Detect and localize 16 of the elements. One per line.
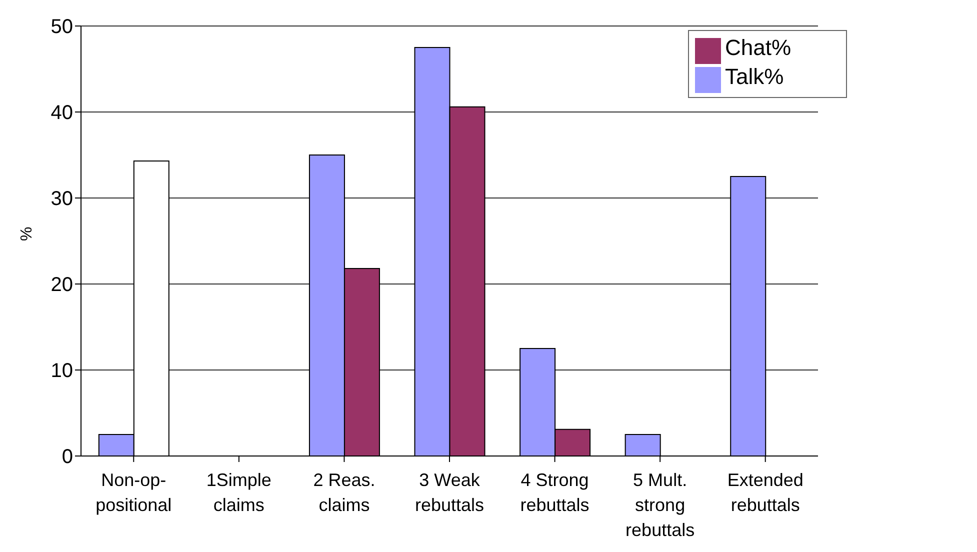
x-tick-label: 4 Strong rebuttals bbox=[520, 470, 590, 515]
y-tick-label: 30 bbox=[50, 188, 73, 210]
x-tick-label: 1Simple claims bbox=[206, 470, 272, 515]
y-tick-label: 50 bbox=[50, 16, 73, 38]
y-axis-title: % bbox=[18, 226, 36, 241]
y-tick-label: 20 bbox=[50, 274, 73, 296]
x-tick-label: Extended rebuttals bbox=[727, 470, 804, 515]
y-tick-label: 0 bbox=[62, 446, 73, 468]
x-tick-label: Non-op-positional bbox=[96, 470, 172, 515]
y-tick-label: 10 bbox=[50, 360, 73, 382]
legend-label: Talk% bbox=[725, 64, 784, 89]
x-tick-label: 5 Mult. strong rebuttals bbox=[626, 470, 695, 540]
y-tick-label: 40 bbox=[50, 102, 73, 124]
x-tick-label: 2 Reas. claims bbox=[313, 470, 376, 515]
legend-label: Chat% bbox=[725, 35, 792, 60]
x-tick-label: 3 Weak rebuttals bbox=[414, 470, 484, 515]
